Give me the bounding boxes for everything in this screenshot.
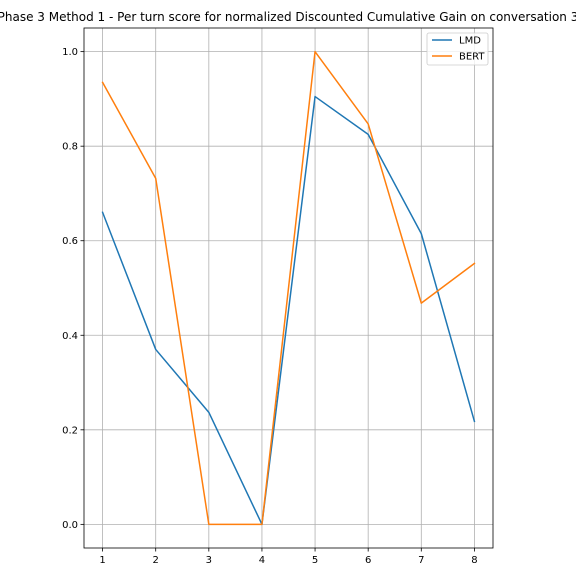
series-line-bert bbox=[101, 50, 476, 526]
legend-label-bert: BERT bbox=[459, 52, 485, 63]
x-tick-label: 7 bbox=[418, 555, 424, 566]
legend: LMD BERT bbox=[426, 32, 489, 66]
plot-frame bbox=[83, 27, 494, 549]
y-tick-label: 0.6 bbox=[62, 236, 78, 247]
y-tick-label: 1.0 bbox=[62, 47, 78, 58]
chart-title: Phase 3 Method 1 - Per turn score for no… bbox=[0, 10, 576, 24]
series-layer bbox=[101, 50, 476, 526]
legend-label-lmd: LMD bbox=[459, 36, 481, 47]
x-tick-label: 3 bbox=[206, 555, 212, 566]
series-line-lmd bbox=[101, 95, 476, 526]
y-tick-label: 0.0 bbox=[62, 520, 78, 531]
grid-layer bbox=[84, 28, 493, 548]
x-tick-label: 5 bbox=[312, 555, 318, 566]
y-tick-label: 0.8 bbox=[62, 142, 78, 153]
x-tick-label: 8 bbox=[471, 555, 477, 566]
y-tick-label: 0.2 bbox=[62, 425, 78, 436]
x-tick-label: 2 bbox=[153, 555, 159, 566]
x-tick-label: 1 bbox=[99, 555, 105, 566]
legend-box bbox=[426, 32, 489, 66]
tick-layer: 1 2 3 4 5 6 7 8 0.0 0.2 0.4 0.6 0.8 1.0 bbox=[62, 47, 478, 566]
x-tick-label: 4 bbox=[259, 555, 265, 566]
x-tick-label: 6 bbox=[365, 555, 371, 566]
y-tick-label: 0.4 bbox=[62, 331, 78, 342]
